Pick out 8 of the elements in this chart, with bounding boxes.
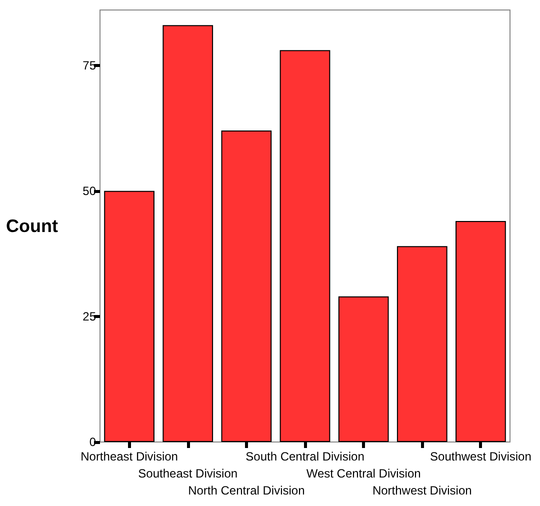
- x-tick-label: Southwest Division: [430, 450, 532, 464]
- x-tick-label: West Central Division: [306, 466, 421, 480]
- x-tick-label: North Central Division: [188, 484, 305, 498]
- x-tick-label: Northwest Division: [372, 484, 472, 498]
- y-axis-title: Count: [6, 216, 58, 236]
- x-tick-label: Northeast Division: [80, 450, 178, 464]
- x-tick-label: Southeast Division: [138, 466, 238, 480]
- x-tick-label: South Central Division: [246, 450, 364, 464]
